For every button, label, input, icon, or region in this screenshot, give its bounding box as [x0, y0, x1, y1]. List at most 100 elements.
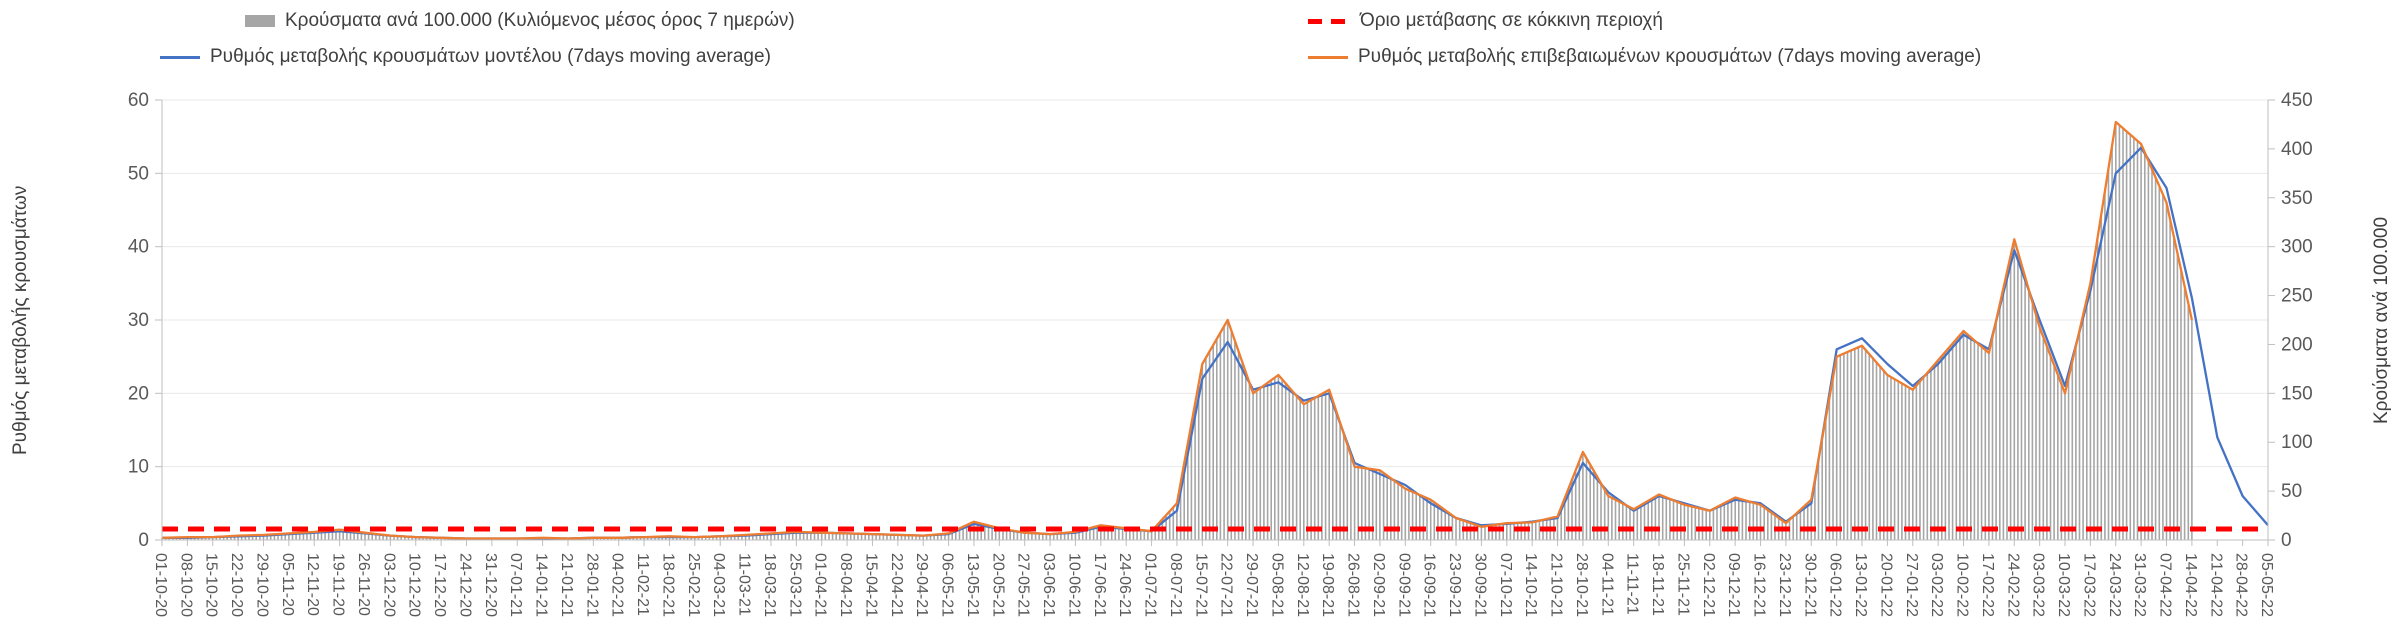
svg-text:11-02-21: 11-02-21	[634, 553, 651, 616]
svg-text:25-02-21: 25-02-21	[685, 553, 702, 617]
legend-label-cases-per-100k: Κρούσματα ανά 100.000 (Κυλιόμενος μέσος …	[285, 10, 795, 31]
svg-text:04-02-21: 04-02-21	[609, 553, 626, 617]
svg-text:10-06-21: 10-06-21	[1065, 553, 1082, 617]
svg-text:10-03-22: 10-03-22	[2055, 553, 2072, 617]
svg-text:08-04-21: 08-04-21	[837, 553, 854, 617]
legend-label-threshold: Όριο μετάβασης σε κόκκινη περιοχή	[1360, 10, 1663, 31]
svg-text:15-10-20: 15-10-20	[203, 553, 220, 617]
svg-text:07-04-22: 07-04-22	[2157, 553, 2174, 617]
svg-text:05-11-20: 05-11-20	[279, 553, 296, 616]
legend-item-threshold: Όριο μετάβασης σε κόκκινη περιοχή	[1308, 10, 1663, 32]
confirmed-line-legend-swatch	[1308, 55, 1348, 59]
svg-text:28-04-22: 28-04-22	[2233, 553, 2250, 617]
svg-text:16-09-21: 16-09-21	[1421, 553, 1438, 617]
svg-text:29-07-21: 29-07-21	[1243, 553, 1260, 617]
svg-text:23-12-21: 23-12-21	[1776, 553, 1793, 617]
svg-text:300: 300	[2281, 237, 2313, 258]
svg-text:100: 100	[2281, 432, 2313, 453]
svg-text:20-05-21: 20-05-21	[989, 553, 1006, 617]
svg-text:27-05-21: 27-05-21	[1015, 553, 1032, 617]
axis-ticks	[155, 99, 2275, 546]
svg-text:24-03-22: 24-03-22	[2106, 553, 2123, 617]
svg-text:350: 350	[2281, 188, 2313, 209]
svg-text:03-02-22: 03-02-22	[1928, 553, 1945, 617]
svg-text:06-01-22: 06-01-22	[1827, 553, 1844, 617]
svg-text:10: 10	[128, 457, 149, 478]
svg-text:17-06-21: 17-06-21	[1091, 553, 1108, 617]
gridlines	[162, 99, 2268, 541]
svg-text:08-10-20: 08-10-20	[177, 553, 194, 617]
svg-text:21-04-22: 21-04-22	[2207, 553, 2224, 617]
svg-text:21-10-21: 21-10-21	[1548, 553, 1565, 617]
svg-text:16-12-21: 16-12-21	[1751, 553, 1768, 617]
legend-label-model: Ρυθμός μεταβολής κρουσμάτων μοντέλου (7d…	[210, 46, 771, 67]
svg-text:30-12-21: 30-12-21	[1801, 553, 1818, 617]
y-axis-left-title: Ρυθμός μεταβολής κρουσμάτων	[10, 185, 31, 455]
svg-text:28-01-21: 28-01-21	[583, 553, 600, 617]
svg-text:03-12-20: 03-12-20	[380, 553, 397, 617]
svg-text:20: 20	[128, 383, 149, 404]
svg-text:09-12-21: 09-12-21	[1725, 553, 1742, 617]
svg-text:09-09-21: 09-09-21	[1395, 553, 1412, 617]
svg-text:04-03-21: 04-03-21	[710, 553, 727, 617]
svg-text:23-09-21: 23-09-21	[1446, 553, 1463, 617]
svg-text:19-11-20: 19-11-20	[330, 553, 347, 616]
svg-text:06-05-21: 06-05-21	[939, 553, 956, 617]
svg-text:250: 250	[2281, 286, 2313, 307]
confirmed-line	[161, 120, 2194, 540]
svg-text:400: 400	[2281, 139, 2313, 160]
svg-text:29-10-20: 29-10-20	[254, 553, 271, 617]
svg-text:450: 450	[2281, 90, 2313, 111]
svg-text:15-04-21: 15-04-21	[863, 553, 880, 617]
svg-text:02-12-21: 02-12-21	[1700, 553, 1717, 617]
y-axis-right-labels: 0 50 100 150 200 250 300 350 400 450	[2281, 90, 2313, 551]
svg-text:25-11-21: 25-11-21	[1674, 553, 1691, 616]
svg-text:13-01-22: 13-01-22	[1852, 553, 1869, 617]
svg-text:05-08-21: 05-08-21	[1268, 553, 1285, 617]
svg-text:03-03-22: 03-03-22	[2030, 553, 2047, 617]
svg-text:15-07-21: 15-07-21	[1192, 553, 1209, 617]
svg-text:0: 0	[2281, 530, 2292, 551]
svg-text:29-04-21: 29-04-21	[913, 553, 930, 617]
svg-text:08-07-21: 08-07-21	[1167, 553, 1184, 617]
svg-text:01-10-20: 01-10-20	[152, 553, 169, 617]
svg-text:26-11-20: 26-11-20	[355, 553, 372, 616]
svg-text:150: 150	[2281, 383, 2313, 404]
svg-text:25-03-21: 25-03-21	[786, 553, 803, 617]
svg-text:40: 40	[128, 237, 149, 258]
svg-text:50: 50	[2281, 481, 2302, 502]
svg-text:17-12-20: 17-12-20	[431, 553, 448, 617]
threshold-legend-swatch	[1308, 18, 1350, 24]
svg-text:10-12-20: 10-12-20	[406, 553, 423, 617]
bars-legend-swatch	[245, 15, 275, 27]
legend-item-model: Ρυθμός μεταβολής κρουσμάτων μοντέλου (7d…	[160, 46, 771, 68]
svg-text:20-01-22: 20-01-22	[1877, 553, 1894, 617]
svg-text:17-02-22: 17-02-22	[1979, 553, 1996, 617]
svg-text:01-07-21: 01-07-21	[1142, 553, 1159, 617]
svg-text:18-03-21: 18-03-21	[761, 553, 778, 617]
svg-text:19-08-21: 19-08-21	[1319, 553, 1336, 617]
svg-text:22-04-21: 22-04-21	[888, 553, 905, 617]
svg-text:14-01-21: 14-01-21	[533, 553, 550, 617]
svg-text:17-03-22: 17-03-22	[2080, 553, 2097, 617]
svg-text:03-06-21: 03-06-21	[1040, 553, 1057, 617]
x-axis-labels: 01-10-20 08-10-20 15-10-20 22-10-20 29-10-20…	[152, 553, 2275, 617]
svg-text:10-02-22: 10-02-22	[1954, 553, 1971, 617]
svg-text:22-07-21: 22-07-21	[1218, 553, 1235, 617]
legend-label-confirmed: Ρυθμός μεταβολής επιβεβαιωμένων κρουσμάτ…	[1358, 46, 1982, 67]
bars-cases-per-100k	[161, 121, 2193, 540]
legend-item-confirmed: Ρυθμός μεταβολής επιβεβαιωμένων κρουσμάτ…	[1308, 46, 1981, 68]
svg-text:24-12-20: 24-12-20	[457, 553, 474, 617]
svg-text:31-12-20: 31-12-20	[482, 553, 499, 617]
svg-text:28-10-21: 28-10-21	[1573, 553, 1590, 617]
svg-text:30-09-21: 30-09-21	[1471, 553, 1488, 617]
svg-text:04-11-21: 04-11-21	[1598, 553, 1615, 616]
svg-text:11-03-21: 11-03-21	[736, 553, 753, 616]
svg-text:30: 30	[128, 310, 149, 331]
svg-text:12-08-21: 12-08-21	[1294, 553, 1311, 617]
svg-text:07-01-21: 07-01-21	[507, 553, 524, 617]
svg-text:50: 50	[128, 163, 149, 184]
svg-text:02-09-21: 02-09-21	[1370, 553, 1387, 617]
